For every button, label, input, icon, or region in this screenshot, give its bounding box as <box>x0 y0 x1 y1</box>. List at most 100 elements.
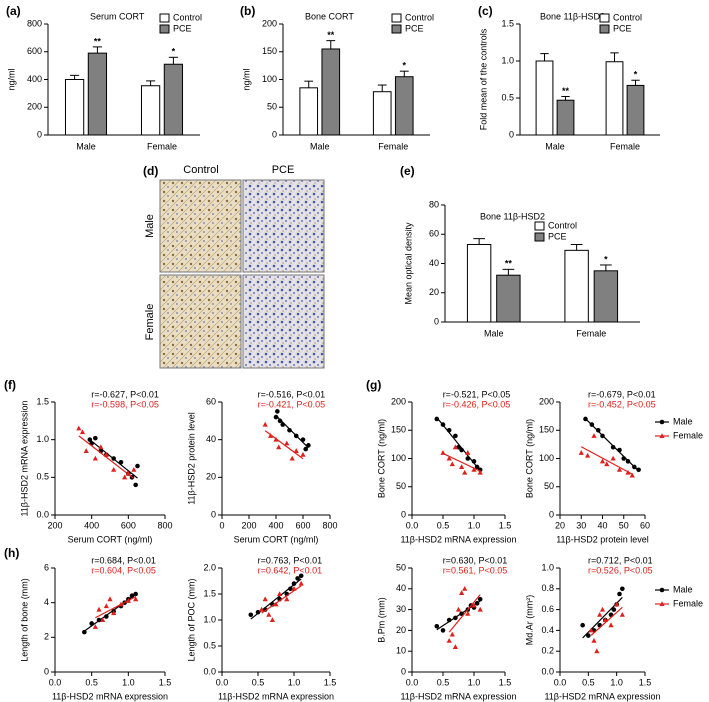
point <box>104 614 109 619</box>
x-axis-label: Serum CORT (ng/ml) <box>68 534 153 544</box>
panel-label: (c) <box>478 4 493 18</box>
x-tick-label: Male <box>76 141 96 151</box>
significance: * <box>604 254 608 264</box>
point <box>92 455 98 461</box>
y-axis-label: Bone CORT (ng/ml) <box>376 419 386 498</box>
point <box>96 606 102 612</box>
panel-label: (d) <box>143 164 158 178</box>
x-tick-label: 0.5 <box>437 677 450 687</box>
point <box>462 469 468 475</box>
y-tick-label: 0 <box>44 666 49 676</box>
bar <box>564 249 589 323</box>
y-tick-label: 0.6 <box>541 604 554 614</box>
legend-swatch <box>599 24 610 34</box>
point <box>449 631 455 637</box>
y-tick-label: 60 <box>429 229 439 239</box>
x-axis-label: 11β-HSD2 protein level <box>556 534 649 544</box>
annotation: r=-0.516, P<0.01 <box>258 389 326 399</box>
point <box>595 427 601 433</box>
y-tick-label: 20 <box>429 287 439 297</box>
x-tick-label: 1.5 <box>499 520 512 530</box>
point <box>600 433 605 439</box>
panel-label: (h) <box>4 546 19 560</box>
x-tick-label: 600 <box>121 520 136 530</box>
annotation: r=-0.627, P<0.01 <box>91 389 159 399</box>
point <box>599 606 606 612</box>
x-tick-label: 50 <box>619 520 629 530</box>
micrograph <box>242 179 325 273</box>
x-tick-label: Female <box>378 141 408 151</box>
y-tick-label: 0 <box>37 129 42 139</box>
point <box>125 598 131 603</box>
point <box>449 461 455 467</box>
point <box>122 474 128 480</box>
y-tick-label: 200 <box>391 396 406 406</box>
x-tick-label: 200 <box>47 520 62 530</box>
annotation: r=0.526, P<0.05 <box>588 565 653 575</box>
y-tick-label: 0.0 <box>541 666 554 676</box>
point <box>82 629 87 635</box>
point <box>589 422 595 427</box>
chart-title: Bone CORT <box>305 11 354 21</box>
y-tick-label: 0.5 <box>203 640 216 650</box>
point <box>477 596 483 602</box>
bar <box>140 85 161 136</box>
significance: ** <box>562 86 570 96</box>
bar <box>394 76 414 136</box>
y-tick-label: 40 <box>206 434 216 444</box>
point <box>604 461 610 467</box>
x-tick-label: 20 <box>555 520 565 530</box>
bar <box>299 87 319 136</box>
point <box>273 601 279 607</box>
bar <box>605 61 624 136</box>
point <box>625 459 631 464</box>
x-axis-label: 11β-HSD2 mRNA expression <box>52 691 168 701</box>
point <box>89 621 94 626</box>
point <box>293 448 299 453</box>
annotation: r=0.604, P<0.05 <box>91 565 156 575</box>
point <box>87 437 93 442</box>
y-tick-label: 0 <box>509 129 514 139</box>
significance: * <box>634 70 638 80</box>
x-axis-label: 11β-HSD2 mRNA expression <box>544 691 660 701</box>
significance: * <box>172 47 176 57</box>
x-axis-label: 11β-HSD2 mRNA expression <box>400 534 516 544</box>
y-axis-label: B.Pm (mm) <box>376 597 386 643</box>
y-tick-label: 1.0 <box>541 562 554 572</box>
x-tick-label: 800 <box>157 520 172 530</box>
point <box>455 606 462 612</box>
point <box>610 455 616 461</box>
micrograph <box>159 274 242 369</box>
legend-label: PCE <box>405 23 424 33</box>
y-tick-label: 20 <box>206 472 216 482</box>
y-tick-label: 1.0 <box>36 434 49 444</box>
point <box>583 416 588 422</box>
chart-title: Bone 11β-HSD2 <box>480 211 545 221</box>
legend-label: Control <box>405 12 434 22</box>
point <box>602 617 608 622</box>
legend-swatch <box>391 24 402 34</box>
point <box>293 433 299 439</box>
y-tick-label: 0.4 <box>541 625 554 635</box>
y-tick-label: 1.0 <box>203 614 216 624</box>
point <box>621 456 627 461</box>
y-tick-label: 20 <box>396 625 406 635</box>
y-axis-label: 11β-HSD2 protein level <box>186 412 196 505</box>
point <box>636 467 641 473</box>
point <box>83 448 89 453</box>
point <box>459 464 465 469</box>
y-axis-label: ng/ml <box>241 68 251 90</box>
point <box>98 444 104 450</box>
annotation: r=0.630, P<0.01 <box>443 555 508 565</box>
point <box>273 414 279 420</box>
y-tick-label: 80 <box>429 199 439 209</box>
point <box>103 603 109 609</box>
point <box>610 444 616 450</box>
micrograph <box>159 179 242 273</box>
point <box>133 591 138 597</box>
y-tick-label: 600 <box>27 46 42 56</box>
y-tick-label: 200 <box>27 102 42 112</box>
legend-marker <box>659 433 665 438</box>
chart-title: Bone 11β-HSD2 <box>540 11 605 21</box>
point <box>446 638 452 643</box>
